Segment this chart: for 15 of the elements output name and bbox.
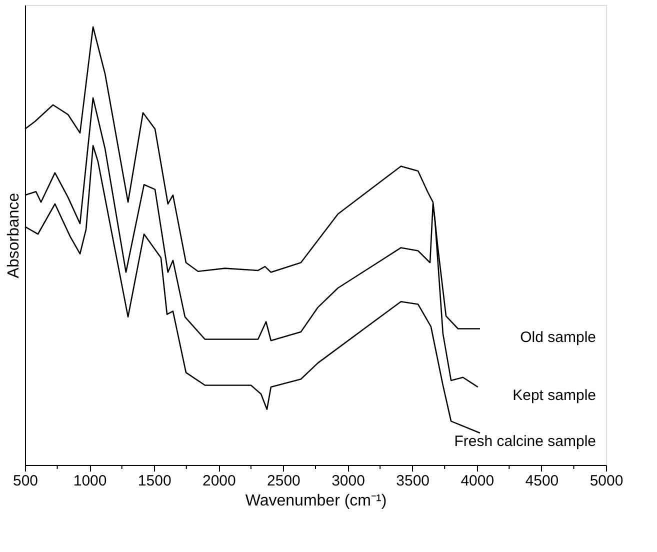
x-axis-title: Wavenumber (cm⁻¹) [245, 492, 387, 510]
x-tick-label: 2000 [202, 472, 236, 490]
x-tick-label: 1000 [73, 472, 107, 490]
x-tick-label: 2500 [267, 472, 300, 490]
x-tick-label: 3500 [396, 472, 430, 490]
x-tick-label: 500 [12, 472, 38, 490]
x-tick-label: 4500 [525, 472, 559, 490]
series-label: Fresh calcine sample [454, 433, 596, 450]
x-tick-label: 5000 [590, 472, 624, 490]
y-axis-title: Absorbance [6, 192, 22, 278]
x-tick-label: 4000 [460, 472, 494, 490]
x-tick-label: 1500 [138, 472, 172, 490]
text: Old sample [520, 328, 596, 346]
x-tick-label: 3000 [332, 472, 365, 490]
text: Kept sample [512, 387, 596, 404]
